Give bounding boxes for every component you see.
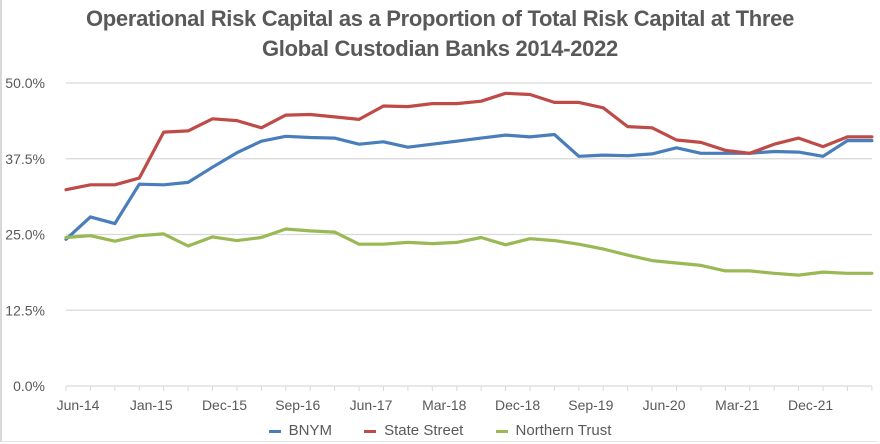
series-line-bnym: [64, 132, 874, 241]
legend-label-bnym: BNYM: [288, 422, 332, 439]
chart-title: Operational Risk Capital as a Proportion…: [0, 4, 880, 64]
x-tick-label: Jan-15: [130, 397, 173, 413]
x-tick-label: Sep-19: [568, 397, 613, 413]
x-tick-label: Jun-14: [57, 397, 100, 413]
y-tick-label: 0.0%: [13, 378, 45, 394]
gridlines: [66, 82, 872, 311]
legend: BNYM State Street Northern Trust: [0, 422, 880, 439]
series-lines: [64, 91, 874, 277]
x-axis-tick-labels: Jun-14 Jan-15 Dec-15 Sep-16 Jun-17 Mar-18 Dec-…: [57, 397, 834, 413]
legend-item-northern-trust[interactable]: Northern Trust: [495, 422, 612, 439]
legend-label-state-street: State Street: [384, 422, 464, 439]
x-tick-label: Dec-18: [495, 397, 540, 413]
chart-title-line-1: Operational Risk Capital as a Proportion…: [85, 6, 795, 31]
y-tick-label: 50.0%: [5, 75, 45, 91]
y-tick-label: 12.5%: [5, 302, 45, 318]
x-tick-label: Mar-18: [422, 397, 467, 413]
series-line-northern-trust: [64, 227, 874, 277]
y-tick-label: 37.5%: [5, 151, 45, 167]
x-axis: [65, 385, 873, 391]
legend-item-bnym[interactable]: BNYM: [268, 422, 332, 439]
legend-item-state-street[interactable]: State Street: [364, 422, 463, 439]
y-tick-label: 25.0%: [5, 227, 45, 243]
x-tick-label: Dec-15: [202, 397, 247, 413]
x-tick-label: Jun-17: [350, 397, 393, 413]
x-tick-label: Dec-21: [788, 397, 833, 413]
legend-label-northern-trust: Northern Trust: [515, 422, 612, 439]
legend-swatch-northern-trust: [495, 429, 508, 433]
x-tick-label: Mar-21: [715, 397, 760, 413]
x-tick-label: Jun-20: [643, 397, 686, 413]
series-line-state-street: [64, 91, 874, 192]
legend-swatch-bnym: [268, 429, 281, 433]
x-tick-label: Sep-16: [275, 397, 320, 413]
legend-swatch-state-street: [364, 429, 377, 433]
chart-title-line-2: Global Custodian Banks 2014-2022: [262, 36, 618, 61]
y-axis-ticks: 0.0% 12.5% 25.0% 37.5% 50.0%: [5, 75, 45, 394]
